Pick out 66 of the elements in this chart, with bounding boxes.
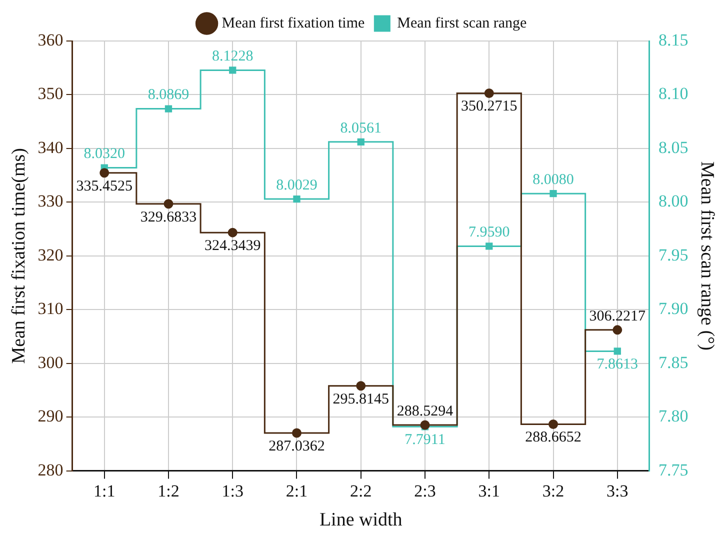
point [164, 199, 174, 209]
y-tick-label: 350 [38, 84, 64, 104]
y-tick-label: 330 [38, 192, 64, 211]
data-label: 8.0561 [340, 120, 382, 136]
y-tick-label: 360 [38, 30, 64, 50]
y-tick-label: 280 [38, 460, 64, 480]
y-tick-label: 340 [38, 138, 64, 157]
data-label: 306.2217 [589, 308, 646, 324]
x-tick-label: 3:1 [478, 481, 500, 500]
x-tick-label: 1:2 [158, 481, 180, 500]
data-label: 324.3439 [204, 238, 261, 254]
data-label: 295.8145 [332, 391, 389, 408]
y-tick-label: 310 [38, 299, 64, 318]
y2-tick-label: 8.05 [658, 138, 688, 157]
point [486, 242, 493, 250]
y-tick-label: 320 [38, 245, 64, 264]
point [548, 419, 558, 429]
data-label: 8.0080 [532, 172, 574, 188]
y2-tick-label: 7.75 [658, 460, 688, 480]
point [484, 88, 494, 98]
legend-label: Mean first scan range [397, 15, 528, 32]
data-label: 7.9590 [468, 224, 510, 241]
data-label: 8.1228 [212, 48, 254, 65]
legend-label: Mean first fixation time [222, 15, 366, 32]
point [100, 168, 110, 178]
x-tick-label: 2:2 [350, 481, 372, 500]
data-label: 8.0320 [84, 146, 125, 162]
point [550, 190, 557, 198]
data-label: 8.0869 [148, 87, 190, 104]
y2-tick-label: 8.15 [658, 30, 688, 50]
y-axis-title: Mean first fixation time(ms) [8, 148, 30, 364]
data-label: 8.0029 [276, 177, 318, 194]
point [292, 428, 302, 438]
y2-tick-label: 7.90 [658, 299, 688, 318]
data-label: 288.5294 [396, 403, 454, 420]
y2-tick-label: 7.85 [658, 352, 688, 372]
point [229, 66, 236, 74]
point [164, 105, 172, 112]
x-tick-label: 2:3 [414, 481, 436, 500]
data-label: 7.8613 [596, 356, 638, 373]
data-label: 287.0362 [268, 438, 325, 454]
y2-axis-title: Mean first scan range (°) [696, 161, 718, 350]
y2-tick-label: 8.00 [658, 192, 688, 211]
x-tick-label: 1:3 [222, 481, 244, 500]
point [612, 325, 622, 335]
data-label: 288.6652 [525, 430, 582, 446]
y-tick-label: 300 [38, 352, 64, 372]
data-label: 350.2715 [461, 98, 518, 115]
y2-tick-label: 8.10 [658, 84, 688, 104]
data-label: 335.4525 [76, 178, 132, 194]
data-label: 329.6833 [140, 209, 197, 226]
x-tick-label: 2:1 [286, 481, 308, 500]
point [357, 138, 364, 146]
point [614, 348, 621, 355]
x-axis-title: Line width [319, 510, 403, 531]
x-tick-label: 1:1 [93, 481, 116, 500]
point [420, 420, 430, 430]
y2-tick-label: 7.80 [658, 406, 688, 426]
point [356, 381, 366, 391]
point [293, 195, 300, 203]
y-tick-label: 290 [38, 406, 64, 426]
y2-tick-label: 7.95 [658, 245, 688, 264]
point [228, 228, 238, 238]
x-tick-label: 3:2 [542, 481, 564, 500]
x-tick-label: 3:3 [606, 481, 628, 500]
data-label: 7.7911 [404, 432, 446, 448]
